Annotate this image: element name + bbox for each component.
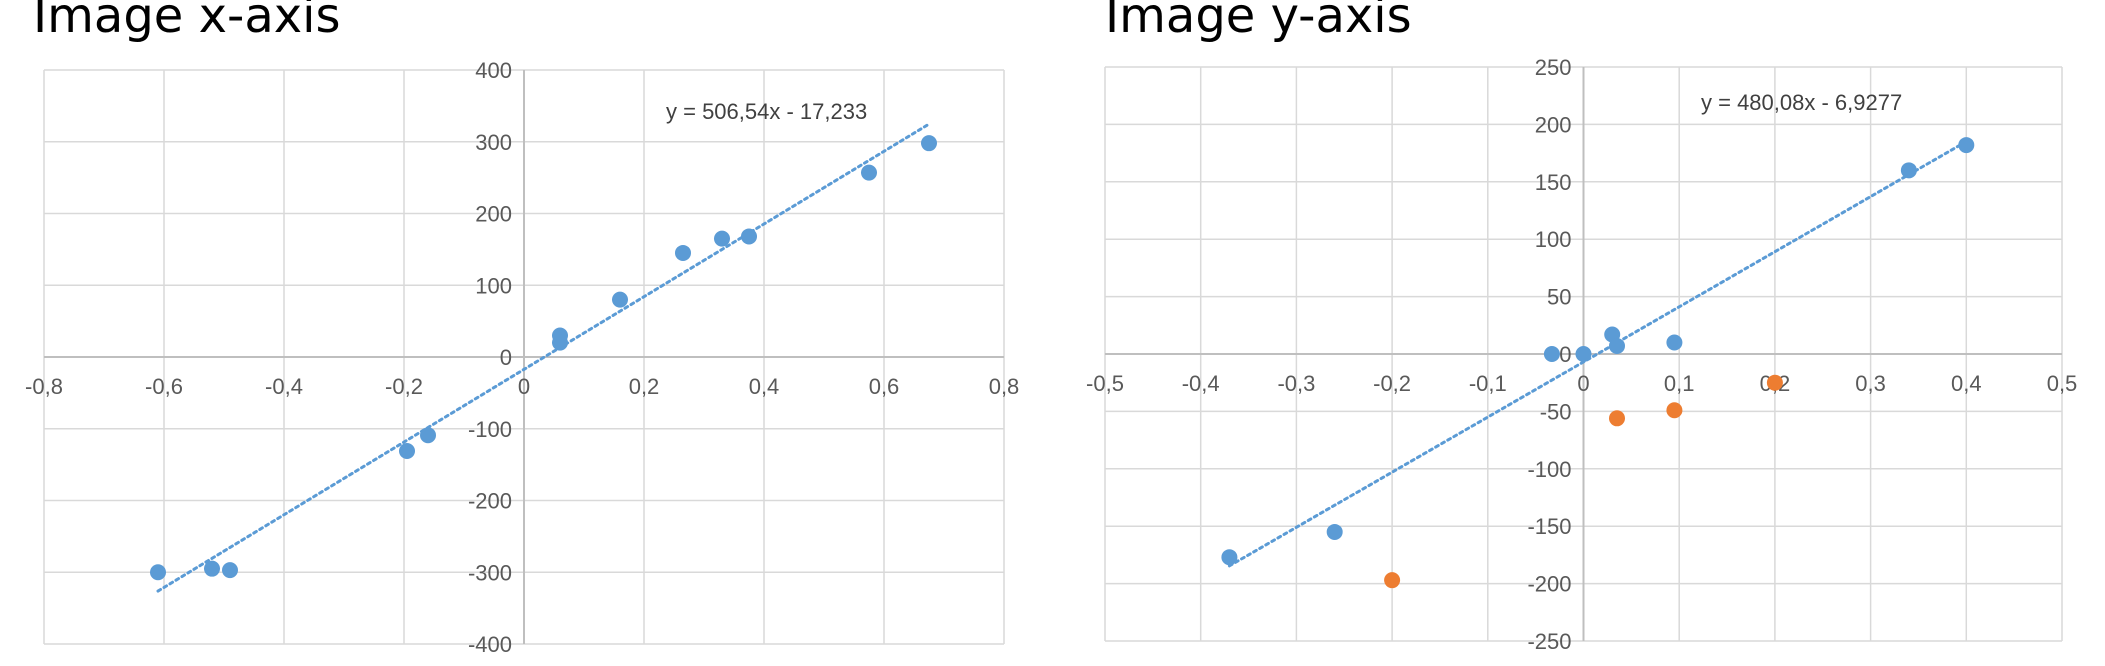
trendline-equation: y = 480,08x - 6,9277 (1701, 90, 1902, 115)
data-point (150, 564, 166, 581)
chart-plot-y: -0,5-0,4-0,3-0,2-0,100,10,20,30,40,5-250… (1086, 55, 2078, 654)
y-tick-label: -200 (1527, 572, 1571, 597)
y-tick-label: 200 (475, 202, 512, 227)
x-tick-label: -0,4 (1182, 371, 1220, 396)
series-0 (1221, 137, 1975, 566)
y-tick-label: -250 (1527, 629, 1571, 654)
x-tick-label: -0,2 (1373, 371, 1411, 396)
x-tick-label: 0 (1577, 371, 1589, 396)
x-tick-label: 0,1 (1664, 371, 1695, 396)
data-point (1666, 402, 1683, 419)
data-point (675, 244, 691, 261)
data-point (714, 230, 730, 247)
data-point (204, 560, 220, 577)
x-tick-label: 0,8 (989, 374, 1020, 399)
data-point (552, 334, 568, 351)
y-tick-label: 0 (500, 345, 512, 370)
y-tick-label: -200 (468, 489, 512, 514)
trendline-equation: y = 506,54x - 17,233 (666, 99, 867, 124)
data-point (1221, 549, 1238, 566)
x-tick-label: -0,3 (1277, 371, 1315, 396)
data-point (1766, 374, 1783, 391)
data-point (1608, 410, 1625, 427)
y-tick-label: 200 (1535, 112, 1572, 137)
y-tick-label: 250 (1535, 55, 1572, 80)
x-tick-label: 0 (518, 374, 530, 399)
data-point (1543, 346, 1560, 362)
x-tick-label: 0,4 (1951, 371, 1982, 396)
x-tick-label: -0,2 (385, 374, 423, 399)
data-point (1608, 337, 1625, 354)
data-point (1326, 523, 1343, 540)
y-tick-label: 400 (475, 58, 512, 83)
x-tick-label: 0,4 (749, 374, 780, 399)
x-tick-label: -0,8 (25, 374, 63, 399)
data-point (420, 427, 436, 444)
x-tick-label: -0,6 (145, 374, 183, 399)
data-point (222, 562, 238, 579)
trendline (1227, 140, 1968, 568)
y-tick-label: -100 (1527, 457, 1571, 482)
chart-panel-x: Image x-axis -0,8 -0,6 -0,4 -0,2 0 0,2 0,4 0,6 0… (25, 0, 1020, 657)
y-tick-label: 150 (1535, 170, 1572, 195)
y-tick-label: -100 (468, 417, 512, 442)
y-tick-label: 300 (475, 130, 512, 155)
data-point (399, 442, 415, 459)
y-tick-label: 50 (1547, 285, 1571, 310)
data-point (1575, 346, 1592, 362)
y-tick-label: -150 (1527, 514, 1571, 539)
data-point (741, 228, 757, 245)
data-point (861, 164, 877, 181)
y-tick-label: -300 (468, 560, 512, 585)
data-point (1666, 334, 1683, 351)
trendline (156, 122, 931, 593)
y-tick-label: -400 (468, 632, 512, 657)
chart-plot-x: -0,8 -0,6 -0,4 -0,2 0 0,2 0,4 0,6 0,8 -400 -300 -20… (25, 58, 1020, 657)
y-tick-label: 0 (1559, 342, 1571, 367)
data-point (1958, 137, 1975, 154)
x-tick-label: 0,5 (2047, 371, 2078, 396)
data-point (612, 291, 628, 308)
x-tick-label: -0,1 (1469, 371, 1507, 396)
y-tick-label: 100 (475, 273, 512, 298)
x-tick-label: 0,3 (1855, 371, 1886, 396)
x-tick-label: 0,2 (629, 374, 660, 399)
data-point (1384, 572, 1401, 589)
x-tick-label: -0,5 (1086, 371, 1124, 396)
y-tick-label: -50 (1540, 399, 1572, 424)
chart-panel-y: Image y-axis -0,5-0,4-0,3-0,2-0,100,10,2… (1060, 0, 2105, 666)
x-tick-label: 0,6 (869, 374, 900, 399)
series-0 (150, 135, 937, 581)
chart-title: Image y-axis (1105, 0, 1412, 44)
series-1 (1384, 374, 1783, 589)
chart-title: Image x-axis (33, 0, 341, 44)
data-point (1900, 162, 1917, 179)
y-tick-label: 100 (1535, 227, 1572, 252)
x-tick-label: -0,4 (265, 374, 303, 399)
data-point (921, 135, 937, 152)
